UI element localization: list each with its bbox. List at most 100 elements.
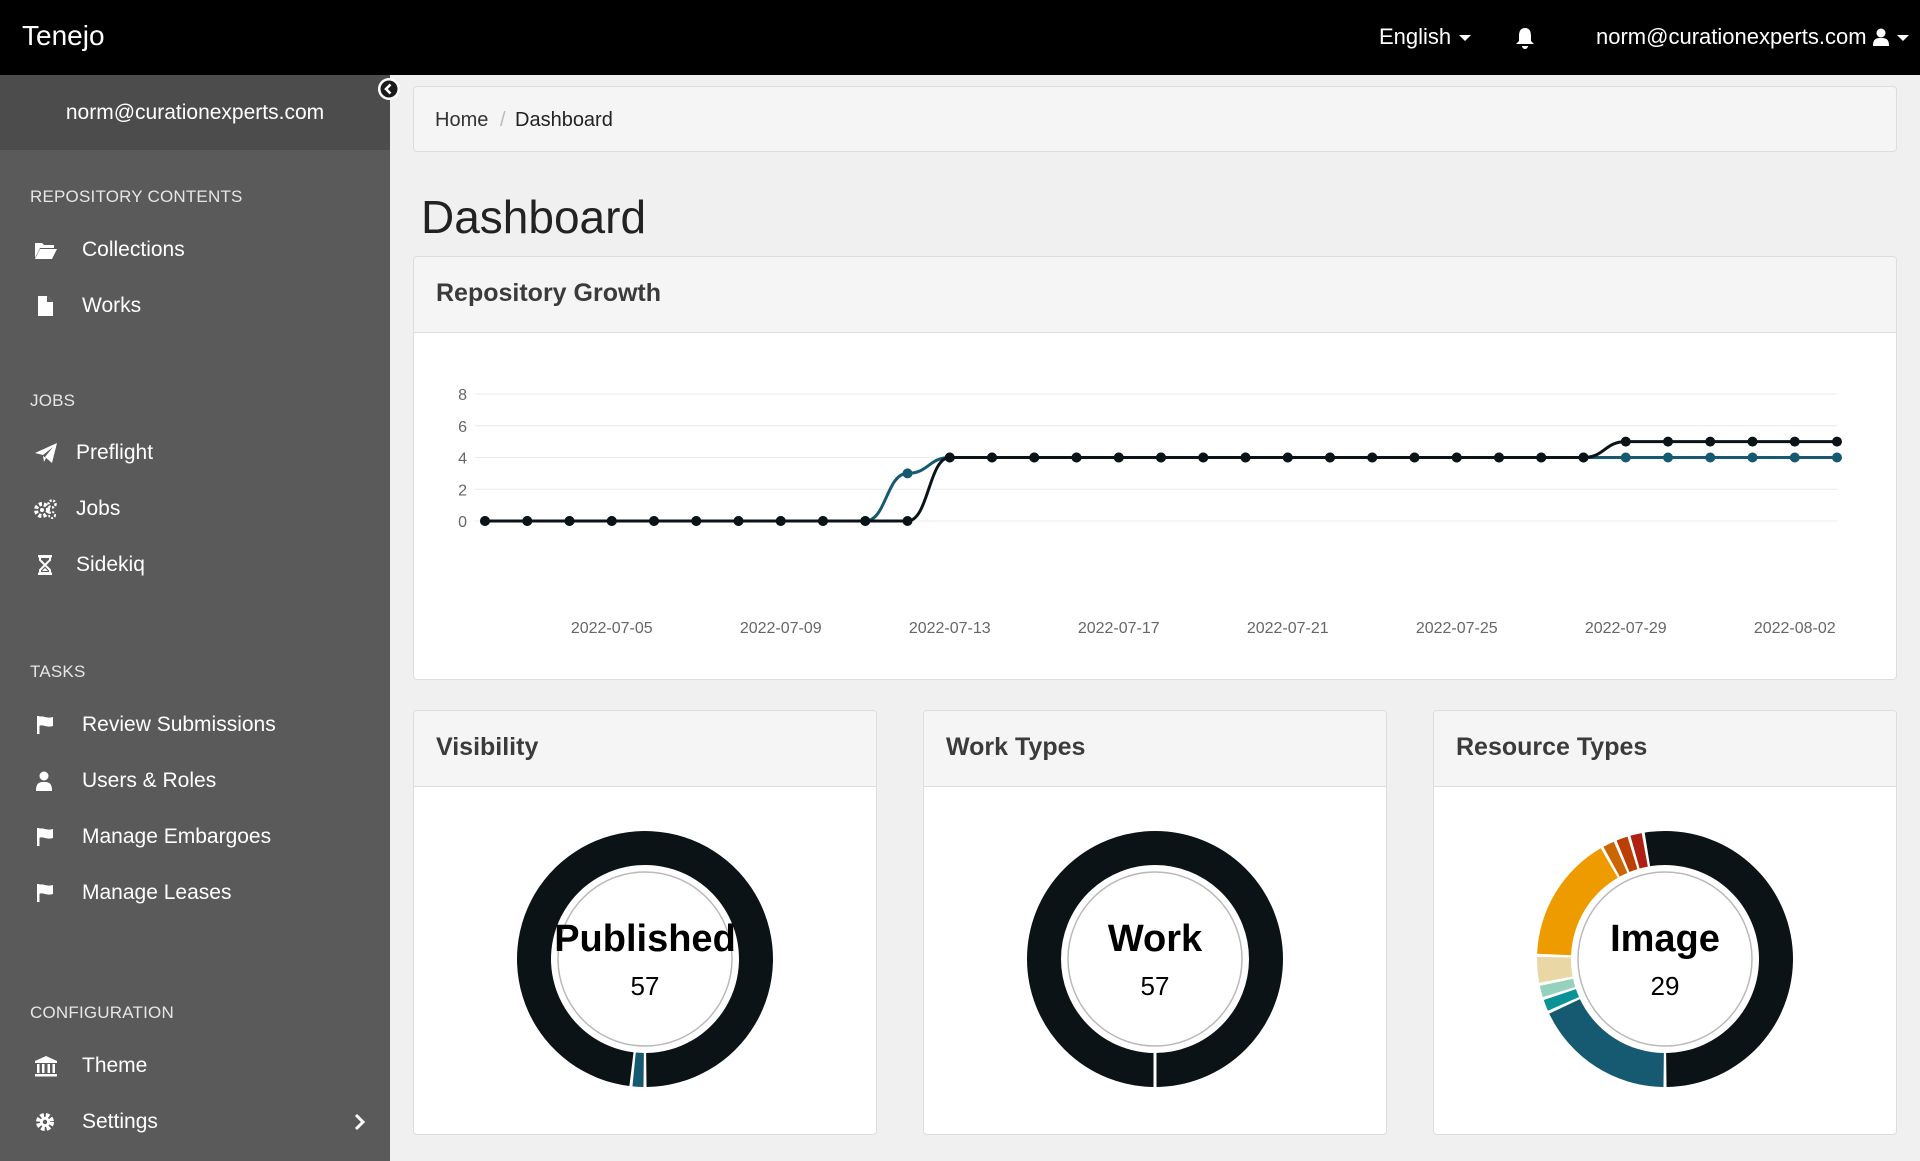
y-tick-label: 0 [458,514,467,531]
x-tick-label: 2022-07-13 [909,620,991,637]
hourglass-icon [38,555,52,575]
donut-center-label: Image [1610,918,1720,960]
sidebar-item-label: Preflight [76,441,154,464]
x-tick-label: 2022-07-25 [1416,620,1498,637]
data-point [733,516,744,526]
donut-slice [1630,833,1648,869]
donut-slice [1616,836,1638,872]
data-point [1620,452,1631,463]
brand-logo[interactable]: Tenejo [22,20,105,51]
data-point [1663,436,1673,447]
cogs-icon [34,499,57,519]
file-icon [38,296,53,316]
donut-inner-ring [557,871,733,1047]
sidebar-item-preflight[interactable]: Preflight [0,425,390,481]
sidebar-item-label: Users & Roles [82,769,217,792]
sidebar-item-theme[interactable]: Theme [0,1038,390,1094]
section-heading-repository-contents: REPOSITORY CONTENTS [30,187,243,206]
x-tick-label: 2022-07-05 [571,620,653,637]
flag-icon [37,884,53,902]
data-point [1156,452,1166,463]
visibility-panel: Visibility Published 57 [413,710,877,1135]
donut-center [1573,867,1757,1051]
donut-slice [632,1052,644,1087]
repository-growth-chart: 0 2 4 6 8 2022-07-05 2022-07-09 2022-07-13 2022-… [458,387,1842,637]
sidebar-item-label: Settings [82,1110,158,1133]
data-point [1705,436,1716,447]
caret-down-icon [1459,35,1472,42]
y-tick-label: 4 [458,451,467,468]
panel-title: Work Types [924,711,1386,787]
user-icon [1872,28,1889,46]
panel-title: Repository Growth [414,257,1896,333]
data-point [1536,452,1547,463]
sidebar-item-label: Works [82,294,142,317]
donut-slice [1537,956,1573,983]
data-point [902,516,913,526]
x-tick-label: 2022-07-21 [1247,620,1329,637]
sidebar-item-jobs[interactable]: Jobs [0,481,390,537]
data-point [1789,452,1800,463]
data-point [1747,452,1758,463]
sidebar-item-users-roles[interactable]: Users & Roles [0,753,390,809]
data-point [564,516,575,526]
user-menu-dropdown[interactable]: norm@curationexperts.com [1596,24,1909,50]
breadcrumb: Home / Dashboard [413,86,1897,152]
sidebar-item-collections[interactable]: Collections [0,222,390,278]
caret-down-icon [1896,35,1909,42]
data-point [1789,436,1800,447]
data-point [1367,452,1378,463]
section-heading-jobs: JOBS [30,391,76,410]
institution-icon [35,1056,57,1077]
data-point [1494,452,1504,463]
paper-plane-icon [35,443,57,463]
work-types-donut-chart: Work 57 [1027,831,1283,1089]
data-point [1325,452,1335,463]
gear-icon [36,1113,54,1131]
data-point [987,452,997,463]
donut-inner-ring [1067,871,1243,1047]
panel-title: Visibility [414,711,876,787]
breadcrumb-separator: / [500,109,506,131]
data-point [1663,452,1673,463]
breadcrumb-home-link[interactable]: Home [435,109,489,131]
y-tick-label: 8 [458,387,467,404]
language-label: English [1379,24,1452,49]
panel-title: Resource Types [1434,711,1896,787]
donut-slice [1539,978,1576,998]
donut-center-value: 57 [1141,971,1170,1001]
user-icon [36,771,52,791]
data-point [1747,436,1758,447]
bell-icon[interactable] [1514,26,1536,50]
folder-open-icon [35,243,57,259]
work-types-panel: Work Types Work 57 [923,710,1387,1135]
sidebar: norm@curationexperts.com REPOSITORY CONT… [0,75,390,1161]
sidebar-item-review-submissions[interactable]: Review Submissions [0,697,390,753]
sidebar-item-manage-leases[interactable]: Manage Leases [0,865,390,921]
data-point [1705,452,1716,463]
data-point [522,516,533,526]
section-heading-configuration: CONFIGURATION [30,1003,174,1022]
data-point [902,468,913,479]
sidebar-item-settings[interactable]: Settings [0,1094,390,1150]
language-dropdown[interactable]: English [1379,24,1472,50]
data-point [649,516,659,526]
donut-center [1063,867,1247,1051]
x-tick-label: 2022-08-02 [1754,620,1836,637]
data-point [1282,452,1293,463]
x-tick-label: 2022-07-09 [740,620,822,637]
x-tick-label: 2022-07-29 [1585,620,1667,637]
top-navbar: Tenejo English norm@curationexperts.com [0,0,1920,75]
section-heading-tasks: TASKS [30,662,86,681]
data-point [480,516,490,526]
repository-growth-panel: Repository Growth 0 2 4 6 8 2022-07-05 2022-07… [413,256,1897,680]
collapse-sidebar-icon[interactable] [378,78,400,100]
sidebar-item-works[interactable]: Works [0,278,390,334]
data-point [1620,436,1631,447]
donut-center [553,867,737,1051]
sidebar-item-sidekiq[interactable]: Sidekiq [0,537,390,593]
data-point [1029,452,1040,463]
flag-icon [37,828,53,846]
chevron-right-icon [354,1113,366,1131]
sidebar-item-manage-embargoes[interactable]: Manage Embargoes [0,809,390,865]
